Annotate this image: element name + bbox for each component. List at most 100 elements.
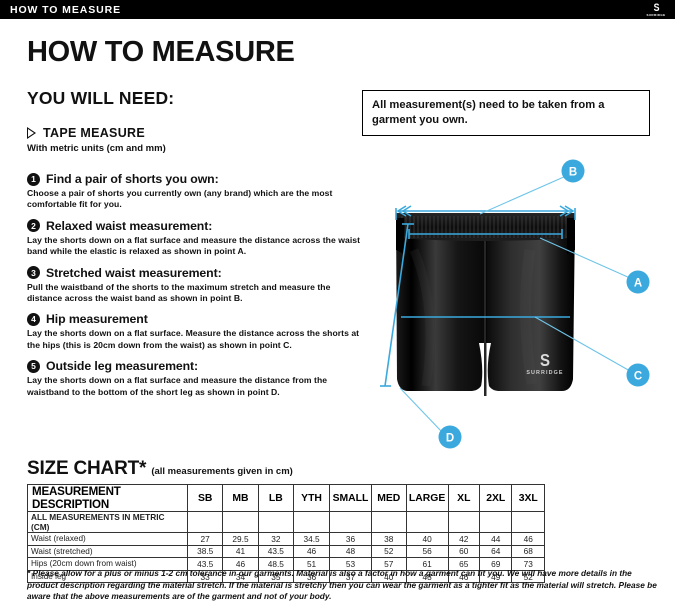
page-title: HOW TO MEASURE [27, 36, 295, 68]
step-title: Outside leg measurement: [46, 359, 199, 374]
cell: 68 [511, 544, 545, 559]
row-label: Waist (relaxed) [27, 532, 188, 546]
step-item: 4 Hip measurement Lay the shorts down on… [27, 312, 367, 351]
empty-cell [222, 511, 259, 533]
garment-illustration [396, 213, 575, 396]
step-number-badge: 1 [27, 172, 40, 186]
cell: 64 [479, 544, 513, 559]
empty-cell [329, 511, 372, 533]
marker-B: B [561, 159, 585, 183]
garment-brand-logo: S SURRIDGE [526, 351, 563, 376]
you-will-need-heading: YOU WILL NEED: [27, 88, 175, 108]
cell: 46 [511, 532, 545, 546]
step-number-badge: 4 [27, 312, 40, 326]
tape-measure-sublabel: With metric units (cm and mm) [27, 143, 166, 154]
cell: 52 [370, 544, 407, 559]
tape-measure-label: TAPE MEASURE [43, 126, 145, 140]
step-body: Pull the waistband of the shorts to the … [27, 281, 331, 304]
size-chart-table: MEASUREMENT DESCRIPTION SB MB LB YTH SMA… [27, 484, 545, 584]
cell: 35 [257, 569, 295, 584]
svg-text:D: D [446, 433, 454, 445]
col-mb: MB [222, 484, 259, 512]
step-number-badge: 5 [27, 359, 40, 373]
marker-D: D [438, 425, 462, 449]
step-title: Relaxed waist measurement: [46, 218, 213, 233]
col-yth: YTH [293, 484, 331, 512]
metric-note-label: ALL MEASUREMENTS IN METRIC (CM) [27, 511, 188, 533]
table-row: Waist (relaxed) 27 29.5 32 34.5 36 38 40… [27, 532, 545, 546]
step-title: Hip measurement [46, 312, 148, 327]
col-2xl: 2XL [479, 484, 513, 512]
table-row: Hips (20cm down from waist) 43.5 46 48.5… [27, 557, 545, 571]
empty-cell [511, 511, 545, 533]
step-item: 2 Relaxed waist measurement: Lay the sho… [27, 219, 367, 258]
empty-cell [405, 511, 449, 533]
marker-A: A [626, 270, 650, 294]
svg-text:A: A [634, 278, 642, 290]
step-number-badge: 3 [27, 266, 40, 280]
brand-logo-mark: S [653, 1, 659, 14]
cell: 38 [370, 532, 407, 546]
cell: 40 [405, 532, 449, 546]
step-header: 3 Stretched waist measurement: [27, 266, 367, 280]
marker-C: C [626, 363, 650, 387]
page-header-bar: HOW TO MEASURE S SURRIDGE [0, 0, 675, 19]
empty-cell [479, 511, 513, 533]
svg-text:S: S [540, 351, 550, 370]
step-item: 5 Outside leg measurement: Lay the short… [27, 359, 367, 398]
table-row: Inside leg 33 34 35 36 37 40 43 46 49 52 [27, 569, 545, 584]
cell: 36 [293, 569, 331, 584]
brand-logo-wordmark: SURRIDGE [646, 12, 666, 17]
col-small: SMALL [329, 484, 372, 512]
cell: 41 [222, 544, 259, 559]
cell: 43 [405, 569, 449, 584]
cell: 34.5 [293, 532, 331, 546]
header-title: HOW TO MEASURE [10, 4, 121, 16]
size-chart-heading: SIZE CHART* (all measurements given in c… [27, 458, 293, 480]
size-chart-body: ALL MEASUREMENTS IN METRIC (CM) Waist (r… [27, 511, 545, 584]
cell: 27 [186, 532, 224, 546]
table-header-row: MEASUREMENT DESCRIPTION SB MB LB YTH SMA… [27, 484, 545, 512]
col-sb: SB [186, 484, 224, 512]
step-title: Find a pair of shorts you own: [46, 172, 219, 186]
measurement-note-box: All measurement(s) need to be taken from… [362, 90, 650, 136]
tape-measure-item: TAPE MEASURE [27, 126, 145, 140]
cell: 42 [447, 532, 481, 546]
brand-logo: S SURRIDGE [643, 1, 669, 18]
cell: 37 [329, 569, 372, 584]
table-row: Waist (stretched) 38.5 41 43.5 46 48 52 … [27, 544, 545, 559]
cell: 60 [447, 544, 481, 559]
empty-cell [447, 511, 481, 533]
col-xl: XL [447, 484, 481, 512]
step-number-badge: 2 [27, 219, 40, 233]
size-chart-head: MEASUREMENT DESCRIPTION SB MB LB YTH SMA… [27, 484, 545, 512]
step-item: 3 Stretched waist measurement: Pull the … [27, 266, 367, 305]
cell: 36 [329, 532, 372, 546]
col-lb: LB [257, 484, 295, 512]
step-title: Stretched waist measurement: [46, 265, 222, 280]
size-chart-heading-star: * [139, 458, 147, 479]
cell: 32 [257, 532, 295, 546]
cell: 34 [222, 569, 259, 584]
shorts-measurement-diagram: S SURRIDGE [380, 158, 665, 453]
step-body: Lay the shorts down on a flat surface. M… [27, 328, 360, 350]
empty-cell [186, 511, 224, 533]
triangle-bullet-icon [27, 127, 36, 139]
svg-text:C: C [634, 371, 642, 383]
cell: 38.5 [186, 544, 224, 559]
row-label: Waist (stretched) [27, 544, 188, 559]
size-chart-heading-text: SIZE CHART [27, 458, 140, 479]
empty-cell [370, 511, 407, 533]
cell: 73 [511, 557, 545, 571]
cell: 49 [479, 569, 513, 584]
cell: 46 [293, 544, 331, 559]
svg-text:B: B [569, 167, 577, 179]
row-label: Inside leg [27, 569, 188, 584]
size-chart-heading-note: (all measurements given in cm) [151, 466, 293, 477]
step-header: 4 Hip measurement [27, 312, 367, 326]
svg-text:SURRIDGE: SURRIDGE [526, 370, 563, 376]
cell: 29.5 [222, 532, 259, 546]
step-item: 1 Find a pair of shorts you own: Choose … [27, 172, 367, 211]
col-3xl: 3XL [511, 484, 545, 512]
cell: 43.5 [257, 544, 295, 559]
